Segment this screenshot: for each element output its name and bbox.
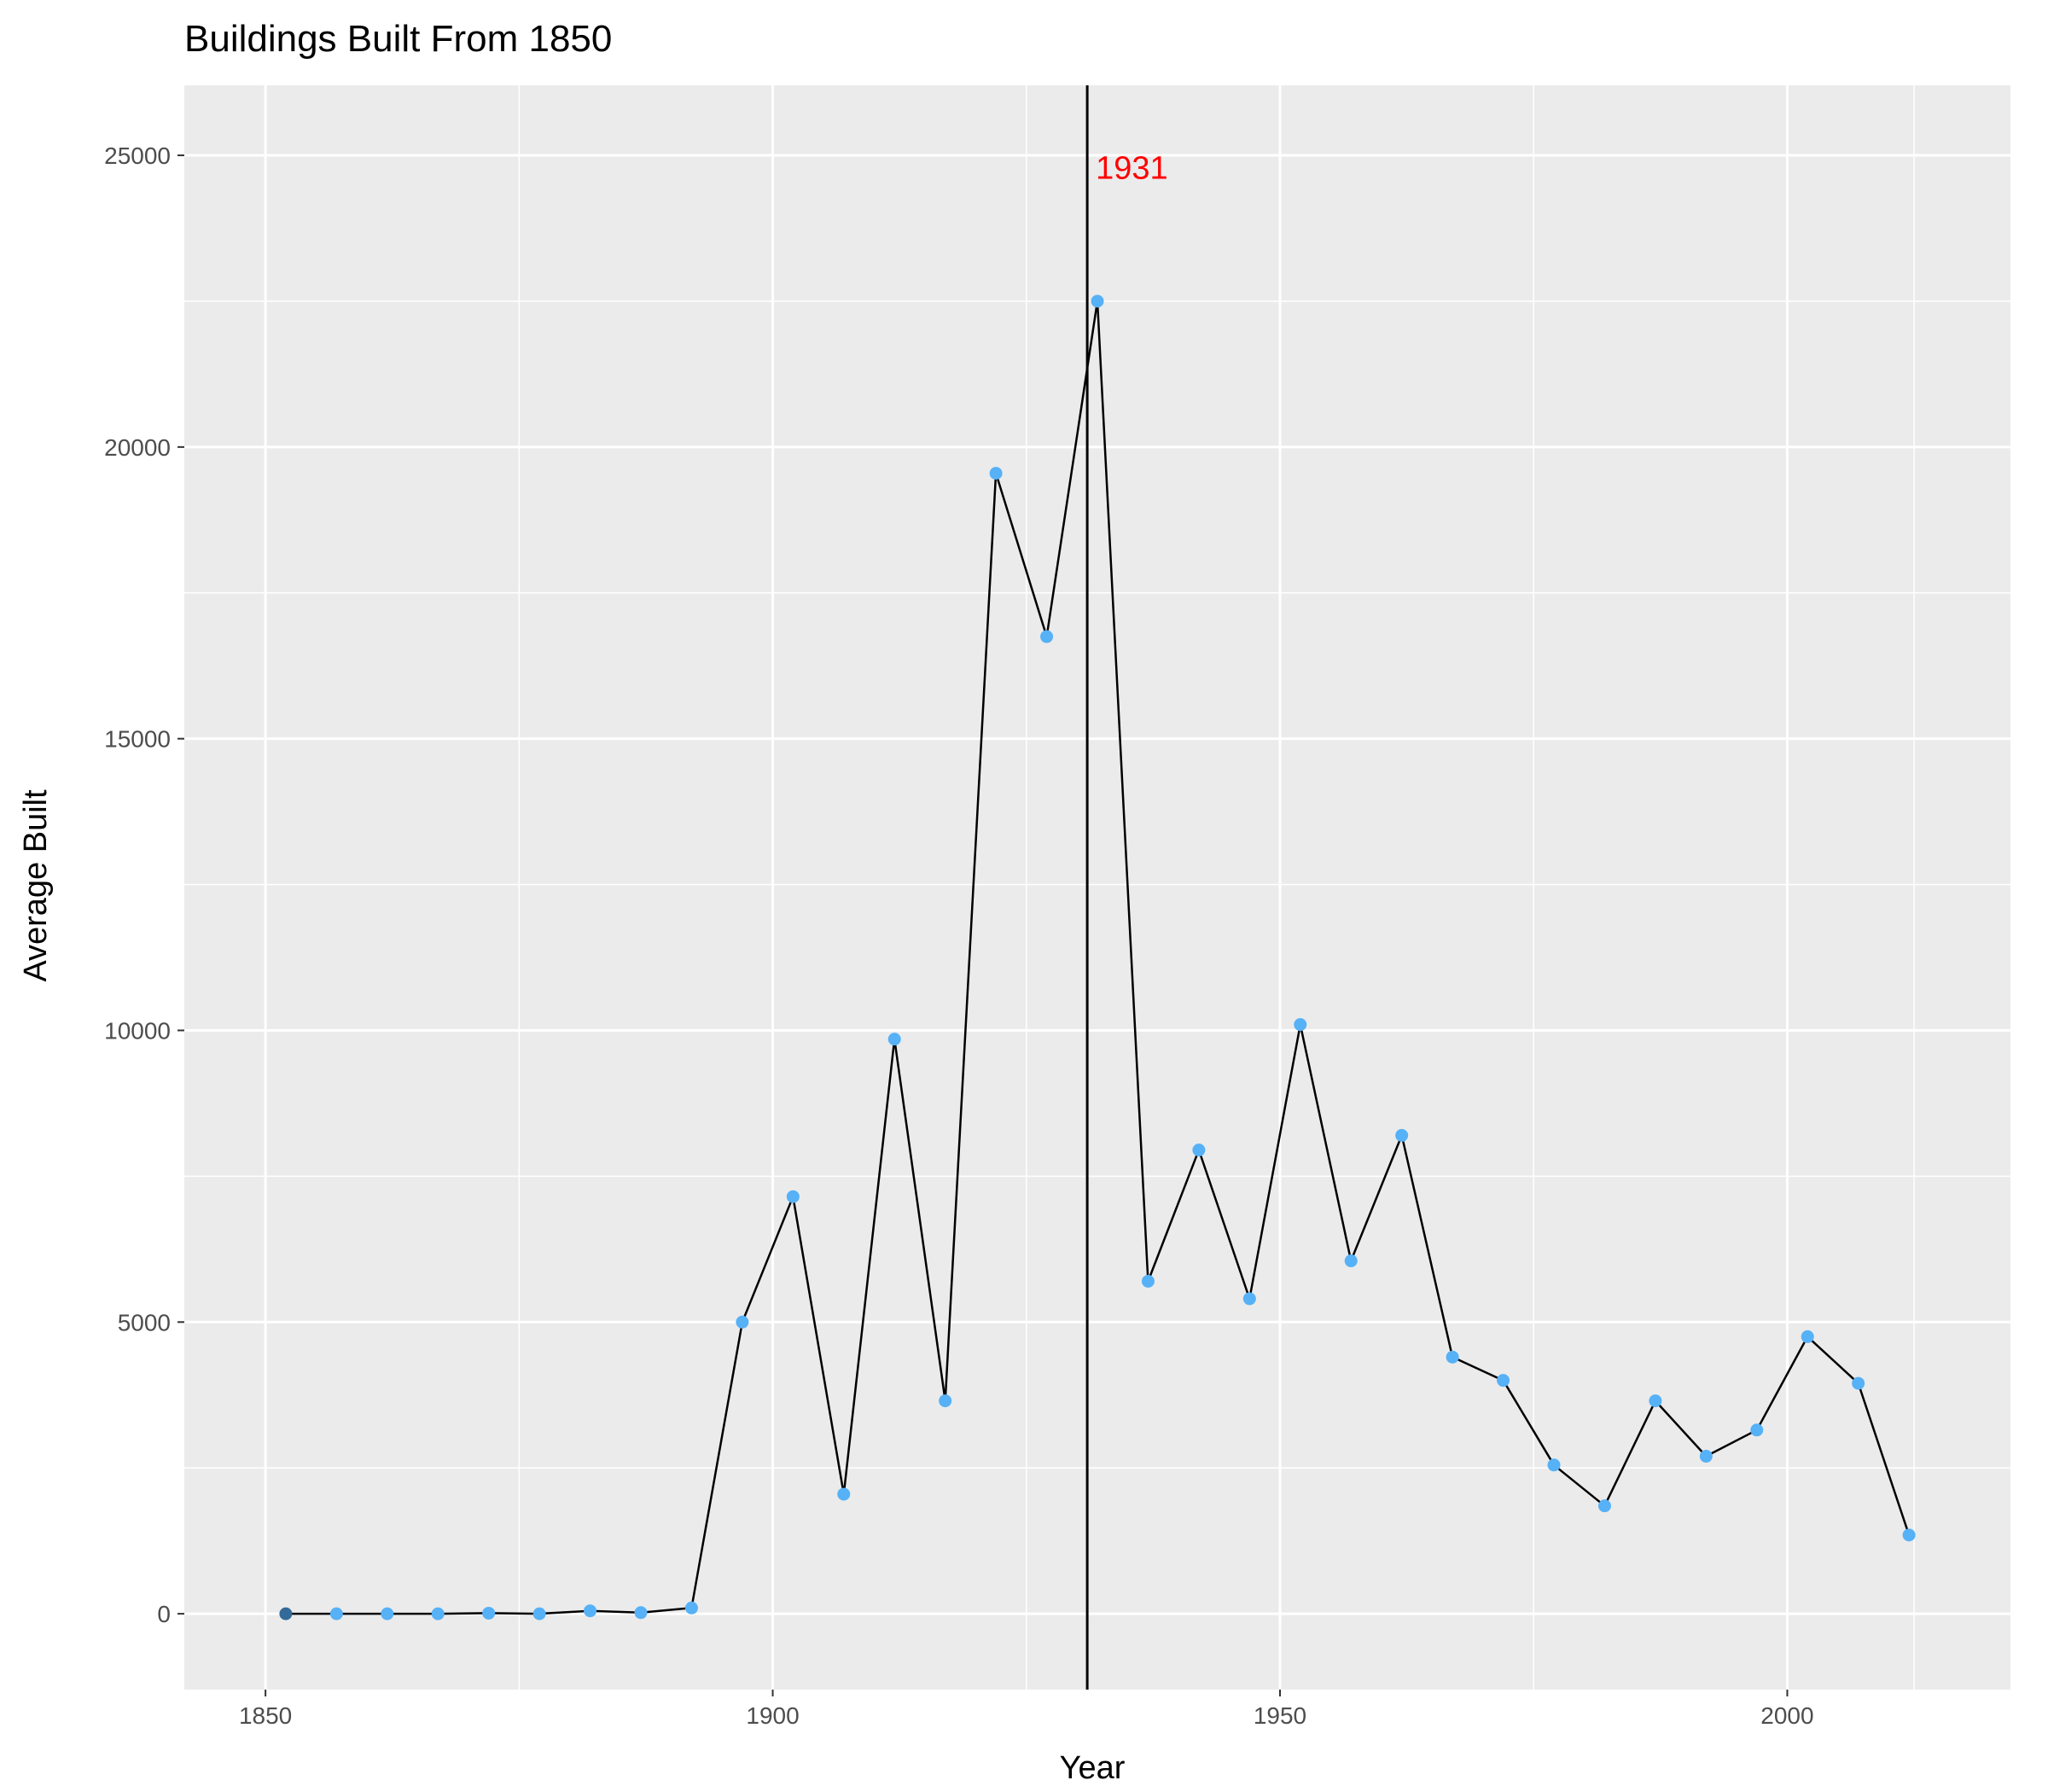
data-point <box>1597 1499 1611 1513</box>
data-point <box>1344 1254 1358 1268</box>
data-point <box>786 1190 800 1203</box>
data-point <box>1852 1376 1865 1390</box>
y-tick-label: 5000 <box>118 1309 171 1335</box>
data-point <box>1192 1143 1206 1157</box>
y-tick-label: 25000 <box>104 143 171 169</box>
data-point <box>279 1607 293 1620</box>
data-point <box>684 1601 698 1615</box>
data-point <box>939 1394 952 1408</box>
x-tick-label: 1850 <box>239 1702 292 1729</box>
data-point <box>736 1315 749 1329</box>
chart-title: Buildings Built From 1850 <box>184 18 612 60</box>
major-gridlines <box>184 85 2010 1690</box>
data-point <box>1699 1450 1713 1463</box>
y-axis: 0 5000 10000 15000 20000 25000 <box>104 143 184 1627</box>
data-point <box>584 1604 597 1618</box>
x-tick-label: 2000 <box>1760 1702 1813 1729</box>
x-axis: 1850 1900 1950 2000 <box>239 1690 1814 1729</box>
data-point <box>1141 1274 1155 1288</box>
data-point <box>837 1487 851 1501</box>
data-point <box>634 1606 648 1620</box>
x-tick-label: 1950 <box>1254 1702 1306 1729</box>
data-point <box>1649 1394 1662 1408</box>
data-point <box>1497 1374 1510 1388</box>
data-point <box>1750 1423 1764 1437</box>
annotation-layer: 1931 <box>1085 85 1168 1690</box>
data-point <box>1242 1292 1256 1306</box>
y-tick-label: 0 <box>157 1601 171 1627</box>
data-point <box>431 1607 445 1620</box>
annotation-label: 1931 <box>1096 151 1168 187</box>
data-point <box>887 1033 901 1046</box>
x-tick-label: 1900 <box>746 1702 799 1729</box>
data-point <box>1446 1350 1459 1364</box>
series-points-layer <box>279 294 1916 1620</box>
data-point <box>1294 1018 1307 1032</box>
data-point <box>1902 1528 1916 1542</box>
y-tick-label: 10000 <box>104 1017 171 1044</box>
data-point <box>1547 1458 1561 1472</box>
data-point <box>482 1606 496 1620</box>
x-axis-title: Year <box>1060 1750 1126 1786</box>
y-tick-label: 20000 <box>104 434 171 461</box>
data-point <box>532 1607 546 1620</box>
data-point <box>1091 294 1104 308</box>
data-point <box>1040 630 1054 643</box>
plot-panel <box>184 85 2010 1690</box>
y-tick-label: 15000 <box>104 726 171 753</box>
data-point <box>1801 1329 1814 1343</box>
data-point <box>989 467 1003 480</box>
data-point <box>1395 1129 1409 1143</box>
data-point <box>381 1607 394 1620</box>
y-axis-title: Average Built <box>18 789 54 982</box>
data-point <box>329 1607 343 1620</box>
